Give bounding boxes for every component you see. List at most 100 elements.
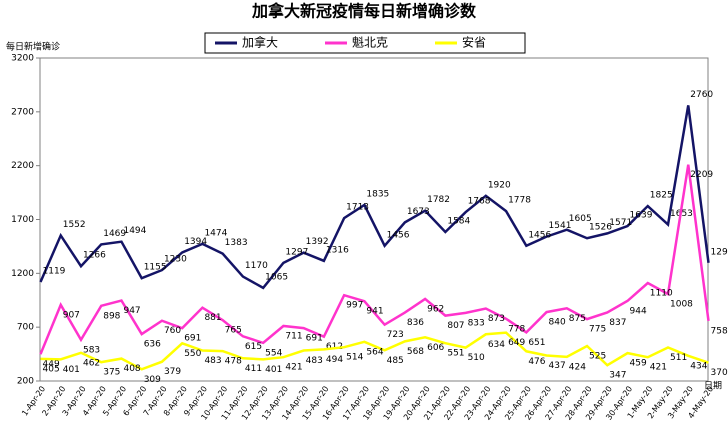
legend-label: 安省	[462, 35, 486, 50]
data-label: 636	[144, 340, 161, 350]
data-label: 408	[123, 364, 140, 374]
data-label: 485	[387, 356, 404, 366]
data-label: 1768	[468, 197, 491, 207]
legend-label: 加拿大	[242, 35, 278, 50]
data-label: 1526	[589, 223, 612, 233]
data-label: 837	[609, 318, 626, 328]
data-label: 947	[123, 306, 140, 316]
data-label: 833	[468, 318, 485, 328]
series-line	[39, 164, 710, 355]
data-label: 1170	[245, 261, 268, 271]
data-label: 760	[164, 326, 181, 336]
data-label: 1474	[204, 228, 227, 238]
data-label: 449	[43, 360, 60, 370]
data-label: 550	[184, 349, 201, 359]
data-label: 898	[103, 311, 120, 321]
data-label: 1825	[650, 191, 673, 201]
data-label: 401	[63, 365, 80, 375]
y-tick-label: 1200	[11, 269, 34, 279]
data-label: 1778	[508, 196, 531, 206]
y-tick-label: 200	[17, 377, 34, 387]
data-label: 723	[387, 330, 404, 340]
data-label: 634	[488, 340, 505, 350]
data-label: 1713	[346, 203, 369, 213]
data-label: 511	[670, 353, 687, 363]
data-label: 1297	[285, 247, 308, 257]
data-label: 881	[204, 313, 221, 323]
data-label: 375	[103, 368, 120, 378]
data-label: 551	[447, 349, 464, 359]
data-label: 1119	[43, 267, 66, 277]
y-tick-label: 1700	[11, 215, 34, 225]
data-label: 1383	[225, 238, 248, 248]
data-label: 765	[225, 326, 242, 336]
data-label: 434	[690, 361, 707, 371]
data-label: 483	[204, 356, 221, 366]
data-label: 840	[549, 318, 566, 328]
data-label: 1266	[83, 251, 106, 261]
data-label: 401	[265, 365, 282, 375]
data-label: 476	[528, 357, 545, 367]
data-label: 2209	[690, 170, 713, 180]
data-label: 370	[711, 368, 728, 378]
data-label: 1552	[63, 220, 86, 230]
data-label: 1835	[366, 189, 389, 199]
data-label: 411	[245, 364, 262, 374]
data-label: 437	[549, 361, 566, 371]
data-label: 347	[609, 371, 626, 381]
data-label: 1456	[528, 230, 551, 240]
data-label: 494	[326, 355, 343, 365]
series-line	[39, 105, 710, 290]
data-label: 1571	[609, 218, 632, 228]
data-label: 554	[265, 348, 282, 358]
data-label: 514	[346, 353, 363, 363]
data-label: 483	[306, 356, 323, 366]
data-label: 1920	[488, 180, 511, 190]
data-label: 778	[508, 324, 525, 334]
y-tick-label: 700	[17, 323, 34, 333]
data-label: 568	[407, 347, 424, 357]
data-label: 711	[285, 331, 302, 341]
data-label: 873	[488, 314, 505, 324]
data-label: 421	[285, 363, 302, 373]
data-label: 462	[83, 358, 100, 368]
legend	[204, 32, 526, 54]
data-label: 1605	[569, 214, 592, 224]
data-label: 1155	[144, 263, 167, 273]
data-label: 2760	[690, 90, 713, 100]
data-label: 1065	[265, 272, 288, 282]
y-tick-label: 2700	[11, 107, 34, 117]
data-label: 997	[346, 301, 363, 311]
data-label: 1392	[306, 237, 329, 247]
data-label: 1469	[103, 229, 126, 239]
data-label: 807	[447, 321, 464, 331]
series-line	[40, 331, 709, 371]
x-axis-label: 日期	[704, 381, 722, 392]
data-label: 649	[508, 338, 525, 348]
data-label: 758	[711, 326, 728, 336]
data-label: 962	[427, 304, 444, 314]
data-label: 691	[184, 334, 201, 344]
y-axis-label: 每日新增确诊	[6, 41, 60, 53]
data-label: 875	[569, 314, 586, 324]
data-label: 691	[306, 334, 323, 344]
data-label: 1110	[650, 289, 673, 299]
data-label: 615	[245, 342, 262, 352]
data-label: 478	[225, 357, 242, 367]
data-label: 907	[63, 310, 80, 320]
data-label: 1298	[711, 247, 728, 257]
data-label: 651	[528, 338, 545, 348]
data-label: 1541	[549, 221, 572, 231]
y-tick-label: 3200	[11, 54, 34, 64]
y-tick-label: 2200	[11, 161, 34, 171]
data-label: 944	[630, 306, 647, 316]
data-label: 405	[43, 364, 60, 374]
data-label: 1494	[123, 226, 146, 236]
data-label: 836	[407, 318, 424, 328]
data-label: 525	[589, 352, 606, 362]
data-label: 564	[366, 347, 383, 357]
data-label: 1584	[447, 216, 470, 226]
data-label: 421	[650, 363, 667, 373]
data-label: 1456	[387, 230, 410, 240]
data-label: 1394	[184, 237, 207, 247]
